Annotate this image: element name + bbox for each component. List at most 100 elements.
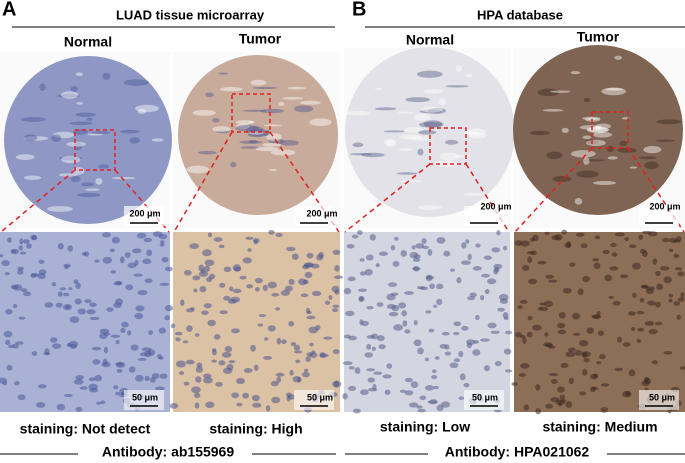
cell-nucleus	[644, 321, 655, 326]
tissue-texture	[582, 116, 601, 121]
cell-nucleus	[127, 330, 132, 336]
tissue-texture	[614, 55, 623, 60]
cell-nucleus	[57, 291, 63, 297]
cell-nucleus	[410, 381, 419, 388]
cell-nucleus	[251, 394, 260, 402]
cell-nucleus	[413, 339, 422, 347]
micrographs	[0, 45, 685, 415]
cell-nucleus	[170, 323, 176, 329]
cell-nucleus	[612, 301, 621, 306]
cell-nucleus	[84, 299, 92, 304]
cell-nucleus	[140, 352, 148, 357]
cell-nucleus	[50, 337, 58, 343]
cell-nucleus	[345, 310, 355, 317]
cell-nucleus	[663, 276, 672, 284]
tissue-texture	[374, 87, 383, 90]
tissue-texture	[401, 179, 424, 183]
column-header: Tumor	[239, 31, 282, 47]
cell-nucleus	[515, 332, 522, 338]
cell-nucleus	[415, 243, 425, 249]
cell-nucleus	[110, 334, 121, 338]
cell-nucleus	[265, 405, 271, 412]
cell-nucleus	[643, 377, 650, 383]
cell-nucleus	[30, 273, 38, 278]
cell-nucleus	[109, 248, 115, 253]
tissue-texture	[282, 97, 304, 100]
cell-nucleus	[253, 239, 258, 245]
cell-nucleus	[18, 316, 26, 320]
cell-nucleus	[159, 373, 168, 379]
cell-nucleus	[243, 367, 253, 374]
cell-nucleus	[656, 283, 664, 291]
cell-nucleus	[673, 253, 680, 259]
tissue-texture	[111, 176, 136, 180]
cell-nucleus	[79, 386, 88, 390]
cell-nucleus	[560, 362, 569, 368]
tissue-texture	[413, 113, 431, 121]
cell-nucleus	[223, 266, 232, 273]
cell-nucleus	[651, 360, 658, 365]
tissue-texture	[561, 127, 569, 134]
cell-nucleus	[159, 243, 165, 247]
cell-nucleus	[677, 271, 685, 277]
cell-nucleus	[419, 395, 427, 400]
cell-nucleus	[425, 275, 435, 280]
cell-nucleus	[106, 307, 114, 312]
tissue-texture	[76, 192, 101, 198]
staining-label: staining: Not detect	[20, 421, 151, 437]
cell-nucleus	[548, 373, 559, 377]
scale-label: 50 μm	[307, 392, 333, 402]
tissue-texture	[212, 126, 231, 133]
cell-nucleus	[668, 293, 674, 298]
cell-nucleus	[364, 268, 373, 276]
cell-nucleus	[201, 310, 209, 316]
cell-nucleus	[376, 335, 385, 342]
scale-label: 200 μm	[480, 201, 511, 211]
cell-nucleus	[631, 262, 641, 270]
tissue-texture	[248, 139, 258, 144]
scale-bar-bg	[464, 390, 504, 410]
cell-nucleus	[0, 254, 4, 258]
tissue-texture	[39, 83, 46, 91]
cell-nucleus	[583, 357, 590, 363]
cell-nucleus	[231, 328, 240, 334]
cell-nucleus	[31, 351, 38, 356]
tissue-texture	[546, 151, 563, 160]
cell-nucleus	[55, 302, 63, 308]
cell-nucleus	[602, 249, 610, 255]
tissue-texture	[263, 124, 282, 127]
cell-nucleus	[128, 366, 136, 373]
cell-nucleus	[638, 234, 644, 240]
cell-nucleus	[565, 351, 576, 358]
cell-nucleus	[324, 300, 331, 305]
cell-nucleus	[600, 383, 610, 387]
cell-nucleus	[275, 232, 283, 238]
zoom-line	[514, 147, 593, 233]
cell-nucleus	[593, 262, 601, 270]
tissue-texture	[58, 173, 78, 177]
tissue-texture	[242, 109, 266, 112]
cell-nucleus	[231, 392, 240, 399]
cell-nucleus	[371, 346, 376, 351]
cell-nucleus	[328, 295, 333, 301]
cell-nucleus	[195, 366, 203, 373]
cell-nucleus	[115, 280, 123, 286]
cell-nucleus	[422, 245, 430, 250]
cell-nucleus	[532, 324, 542, 331]
tissue-texture	[383, 130, 405, 133]
cell-nucleus	[559, 394, 566, 400]
cell-nucleus	[404, 329, 411, 334]
tissue-texture	[445, 85, 469, 88]
cell-nucleus	[152, 231, 163, 237]
cell-nucleus	[288, 394, 295, 400]
tissue-texture	[20, 116, 46, 122]
cell-nucleus	[270, 380, 279, 387]
cell-nucleus	[641, 230, 652, 234]
cell-nucleus	[382, 374, 392, 379]
zoom-box	[591, 111, 629, 149]
cell-nucleus	[149, 377, 156, 383]
cell-nucleus	[88, 383, 98, 391]
cell-nucleus	[354, 367, 361, 375]
cell-nucleus	[137, 289, 148, 296]
cell-nucleus	[159, 282, 170, 286]
